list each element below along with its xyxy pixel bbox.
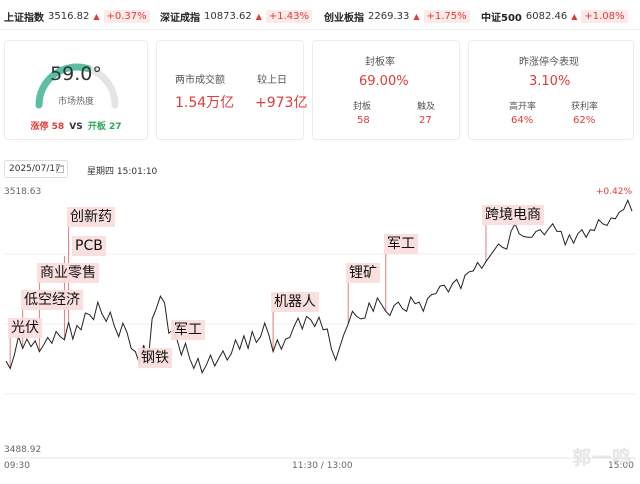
sector-tag: 机器人 <box>271 292 319 312</box>
profit-label: 获利率 <box>571 102 599 112</box>
date-value: 2025/07/17 <box>9 164 61 174</box>
profit-value: 62% <box>573 115 596 126</box>
date-picker[interactable]: 2025/07/17 <box>4 160 68 178</box>
y-min-label: 3488.92 <box>4 445 42 455</box>
limit-up-label: 涨停 <box>30 122 49 132</box>
sector-tag: 商业零售 <box>37 263 99 283</box>
sector-tag: 锂矿 <box>346 263 380 283</box>
turnover-value: 1.54万亿 <box>175 95 235 111</box>
turnover-label: 两市成交额 <box>175 75 225 86</box>
x-label-midday: 11:30 / 13:00 <box>292 461 353 471</box>
heat-value: 59.0° <box>50 63 102 85</box>
seal-rate-value: 69.00% <box>359 74 409 89</box>
ticker-item[interactable]: 中证500 6082.46 ▲ +1.08% <box>481 9 628 24</box>
compare-value: +973亿 <box>255 95 308 111</box>
ticker-item[interactable]: 创业板指 2269.33 ▲ +1.75% <box>324 9 470 24</box>
market-heat-panel: 59.0° 市场热度 涨停 58 VS 开板 27 <box>4 40 148 140</box>
pct-max-label: +0.42% <box>595 187 632 197</box>
ticker-price: 2269.33 <box>368 11 410 22</box>
heat-label: 市场热度 <box>57 97 94 107</box>
open-board-label: 开板 <box>87 122 106 132</box>
open-board-count: 27 <box>109 122 122 132</box>
high-open-value: 64% <box>511 115 534 126</box>
turnover-panel: 两市成交额 1.54万亿 较上日 +973亿 <box>156 40 308 140</box>
weekday-time: 星期四 15:01:10 <box>87 167 158 177</box>
touched-value: 27 <box>419 115 432 126</box>
x-label-open: 09:30 <box>4 461 30 471</box>
index-series-line <box>5 198 633 375</box>
compare-label: 较上日 <box>257 75 287 86</box>
up-arrow-icon: ▲ <box>571 12 578 21</box>
ticker-name: 创业板指 <box>324 13 364 24</box>
index-ticker-bar: 上证指数 3516.82 ▲ +0.37% 深证成指 10873.62 ▲ +1… <box>0 0 640 30</box>
ticker-change: +0.37% <box>103 10 150 23</box>
ticker-name: 中证500 <box>481 13 522 24</box>
ticker-change: +1.43% <box>265 10 313 23</box>
yesterday-limit-panel: 昨涨停今表现 3.10% 高开率 64% 获利率 62% <box>468 40 634 140</box>
up-arrow-icon: ▲ <box>413 12 420 21</box>
high-open-label: 高开率 <box>509 102 537 112</box>
yesterday-title: 昨涨停今表现 <box>519 57 579 68</box>
seal-rate-panel: 封板率 69.00% 封板 58 触及 27 <box>312 40 460 140</box>
sector-tag: 钢铁 <box>138 348 172 368</box>
sector-tag: 创新药 <box>67 207 115 227</box>
up-arrow-icon: ▲ <box>255 12 262 21</box>
calendar-icon[interactable] <box>56 165 64 173</box>
sector-tag: 军工 <box>171 320 205 340</box>
ticker-price: 3516.82 <box>48 11 90 22</box>
limit-up-count: 58 <box>51 122 65 132</box>
yesterday-value: 3.10% <box>529 74 571 89</box>
up-arrow-icon: ▲ <box>93 12 100 21</box>
ticker-item[interactable]: 上证指数 3516.82 ▲ +0.37% <box>4 9 150 24</box>
ticker-change: +1.08% <box>581 10 628 23</box>
ticker-price: 10873.62 <box>204 11 252 22</box>
ticker-item[interactable]: 深证成指 10873.62 ▲ +1.43% <box>160 9 313 24</box>
touched-label: 触及 <box>417 102 436 112</box>
y-max-label: 3518.63 <box>4 187 42 197</box>
x-label-close: 15:00 <box>608 461 634 471</box>
sector-tag: 光伏 <box>8 318 42 338</box>
sealed-value: 58 <box>357 115 370 126</box>
seal-rate-title: 封板率 <box>365 57 395 68</box>
author-watermark: 郭一鸣 <box>571 447 632 469</box>
ticker-change: +1.75% <box>423 10 470 23</box>
ticker-name: 上证指数 <box>4 13 44 24</box>
sector-tag: 低空经济 <box>21 290 83 310</box>
heat-gauge <box>35 63 119 109</box>
vs-label: VS <box>69 122 83 132</box>
gauge-fill <box>35 63 92 109</box>
intraday-index-chart <box>4 198 636 459</box>
sector-tag: PCB <box>72 236 106 256</box>
sector-tag: 跨境电商 <box>482 205 544 225</box>
sector-tag: 军工 <box>384 234 418 254</box>
sealed-label: 封板 <box>353 102 372 112</box>
ticker-name: 深证成指 <box>160 13 200 24</box>
limit-up-vs-open: 涨停 58 VS 开板 27 <box>5 119 147 132</box>
ticker-price: 6082.46 <box>525 11 568 22</box>
